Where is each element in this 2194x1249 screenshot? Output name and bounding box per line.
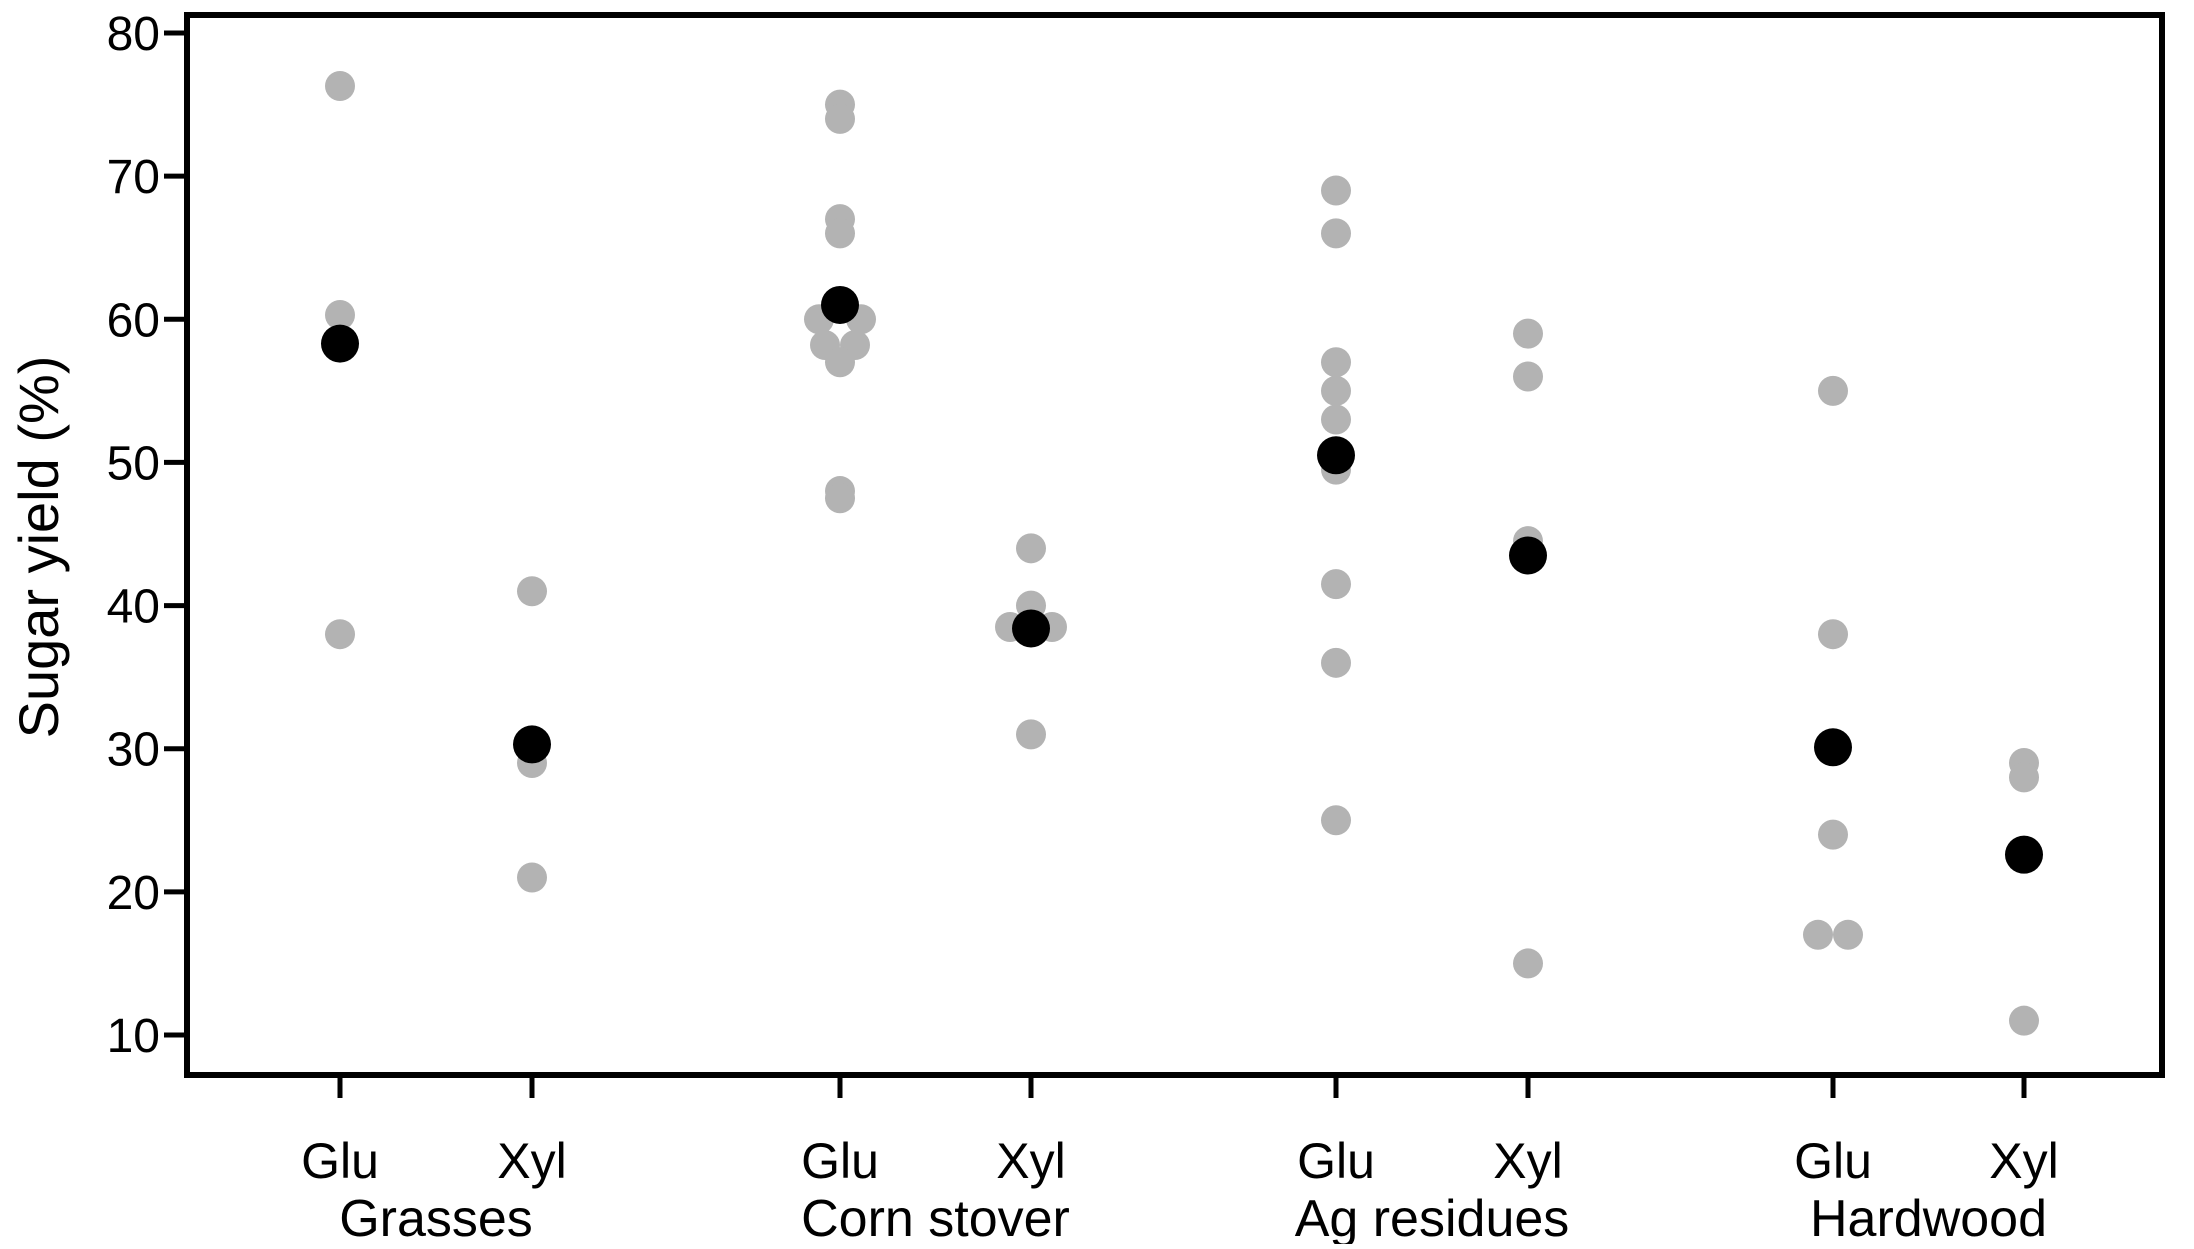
- column-label-glu: Glu: [1297, 1133, 1375, 1189]
- y-tick-label: 50: [107, 437, 160, 490]
- observation-dot: [1513, 318, 1543, 349]
- mean-dot: [1317, 436, 1355, 475]
- observation-dot: [1321, 375, 1351, 406]
- column-label-xyl: Xyl: [1989, 1133, 2058, 1189]
- observation-dot: [517, 576, 547, 607]
- y-axis-title: Sugar yield (%): [7, 356, 70, 739]
- observation-dot: [325, 70, 355, 101]
- observation-dot: [1513, 361, 1543, 392]
- observation-dot: [1016, 533, 1046, 564]
- y-tick-label: 70: [107, 151, 160, 204]
- plot-frame: [184, 12, 2165, 1078]
- observation-dot: [1803, 919, 1833, 950]
- y-tick-label: 10: [107, 1010, 160, 1063]
- column-label-xyl: Xyl: [996, 1133, 1065, 1189]
- group-label: Corn stover: [801, 1190, 1070, 1244]
- observation-dot: [1321, 404, 1351, 435]
- mean-dot: [2005, 835, 2043, 874]
- observation-dot: [1818, 619, 1848, 650]
- y-tick-label: 80: [107, 8, 160, 61]
- observation-dot: [825, 103, 855, 134]
- observation-dot: [1321, 805, 1351, 836]
- group-label: Grasses: [339, 1190, 533, 1244]
- observation-dot: [2009, 1005, 2039, 1036]
- observation-dot: [1513, 948, 1543, 979]
- column-label-xyl: Xyl: [1493, 1133, 1562, 1189]
- mean-dot: [1012, 609, 1050, 648]
- y-tick-label: 40: [107, 581, 160, 634]
- mean-dot: [513, 725, 551, 764]
- group-label: Ag residues: [1295, 1190, 1570, 1244]
- mean-dot: [321, 324, 359, 363]
- observation-dot: [2009, 762, 2039, 793]
- mean-dot: [821, 285, 859, 324]
- observation-dot: [1321, 218, 1351, 249]
- column-label-glu: Glu: [801, 1133, 879, 1189]
- observation-dot: [1016, 719, 1046, 750]
- group-label: Hardwood: [1810, 1190, 2047, 1244]
- observation-dot: [1321, 175, 1351, 206]
- observation-dot: [1818, 819, 1848, 850]
- mean-dot: [1509, 536, 1547, 575]
- observation-dot: [1321, 647, 1351, 678]
- observation-dot: [517, 862, 547, 893]
- y-tick-label: 30: [107, 724, 160, 777]
- y-tick-label: 60: [107, 294, 160, 347]
- observation-dot: [825, 347, 855, 378]
- observation-dot: [1321, 569, 1351, 600]
- column-label-glu: Glu: [1794, 1133, 1872, 1189]
- observation-dot: [825, 218, 855, 249]
- column-label-glu: Glu: [301, 1133, 379, 1189]
- observation-dot: [325, 299, 355, 330]
- observation-dot: [325, 619, 355, 650]
- observation-dot: [1321, 347, 1351, 378]
- observation-dot: [825, 483, 855, 514]
- y-tick-label: 20: [107, 867, 160, 920]
- observation-dot: [1818, 375, 1848, 406]
- column-label-xyl: Xyl: [497, 1133, 566, 1189]
- observation-dot: [1833, 919, 1863, 950]
- mean-dot: [1814, 728, 1852, 767]
